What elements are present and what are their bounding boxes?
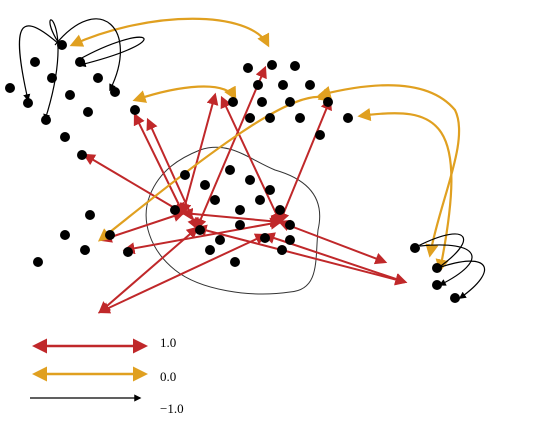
node: [30, 57, 40, 67]
node: [245, 113, 255, 123]
node: [228, 97, 238, 107]
arrow-positive: [180, 207, 283, 228]
node: [323, 97, 333, 107]
node: [195, 225, 205, 235]
arrows: [18, 17, 486, 314]
node: [80, 245, 90, 255]
arrow-negative: [417, 233, 465, 271]
node: [110, 87, 120, 97]
node: [235, 205, 245, 215]
node: [343, 113, 353, 123]
arrow-negative: [77, 36, 145, 68]
arrow-positive: [194, 224, 408, 286]
node: [260, 233, 270, 243]
node: [200, 180, 210, 190]
legend-label: 1.0: [160, 335, 176, 350]
node: [257, 97, 267, 107]
node: [290, 61, 300, 71]
node: [243, 63, 253, 73]
node: [170, 205, 180, 215]
node: [5, 83, 15, 93]
legend-label: 0.0: [160, 369, 176, 384]
arrow-neutral: [97, 88, 333, 242]
node: [180, 170, 190, 180]
node: [275, 205, 285, 215]
node: [60, 132, 70, 142]
node: [450, 293, 460, 303]
node: [85, 210, 95, 220]
arrow-neutral: [357, 108, 453, 273]
node: [47, 73, 57, 83]
node: [205, 245, 215, 255]
arrow-negative: [437, 260, 486, 299]
node: [245, 175, 255, 185]
node: [65, 90, 75, 100]
node: [57, 40, 67, 50]
arrow-neutral: [132, 85, 237, 103]
node: [75, 57, 85, 67]
node: [255, 195, 265, 205]
node: [210, 195, 220, 205]
node: [295, 113, 305, 123]
node: [410, 243, 420, 253]
arrow-positive: [278, 97, 332, 225]
node: [265, 185, 275, 195]
node: [267, 60, 277, 70]
node: [265, 113, 275, 123]
node: [83, 107, 93, 117]
node: [278, 80, 288, 90]
node: [225, 165, 235, 175]
node: [77, 150, 87, 160]
node: [123, 247, 133, 257]
arrow-negative: [43, 19, 61, 122]
nodes: [5, 40, 460, 303]
node: [215, 235, 225, 245]
node: [230, 257, 240, 267]
node: [432, 280, 442, 290]
node: [33, 257, 43, 267]
arrow-negative: [419, 244, 473, 286]
node: [105, 230, 115, 240]
node: [285, 97, 295, 107]
node: [285, 220, 295, 230]
node: [235, 220, 245, 230]
node: [315, 130, 325, 140]
node: [253, 80, 263, 90]
node: [305, 80, 315, 90]
node: [277, 245, 287, 255]
arrow-negative: [18, 25, 61, 102]
arrow-neutral: [317, 84, 461, 258]
arrow-positive: [97, 233, 268, 314]
node: [130, 105, 140, 115]
legend: 1.0 0.0 −1.0: [30, 335, 184, 416]
arrow-positive: [277, 219, 388, 265]
arrow-negative: [54, 18, 121, 92]
node: [432, 263, 442, 273]
node: [41, 115, 51, 125]
node: [60, 230, 70, 240]
node: [23, 98, 33, 108]
node: [285, 235, 295, 245]
arrow-neutral: [69, 17, 270, 48]
node: [93, 73, 103, 83]
legend-label: −1.0: [160, 401, 184, 416]
